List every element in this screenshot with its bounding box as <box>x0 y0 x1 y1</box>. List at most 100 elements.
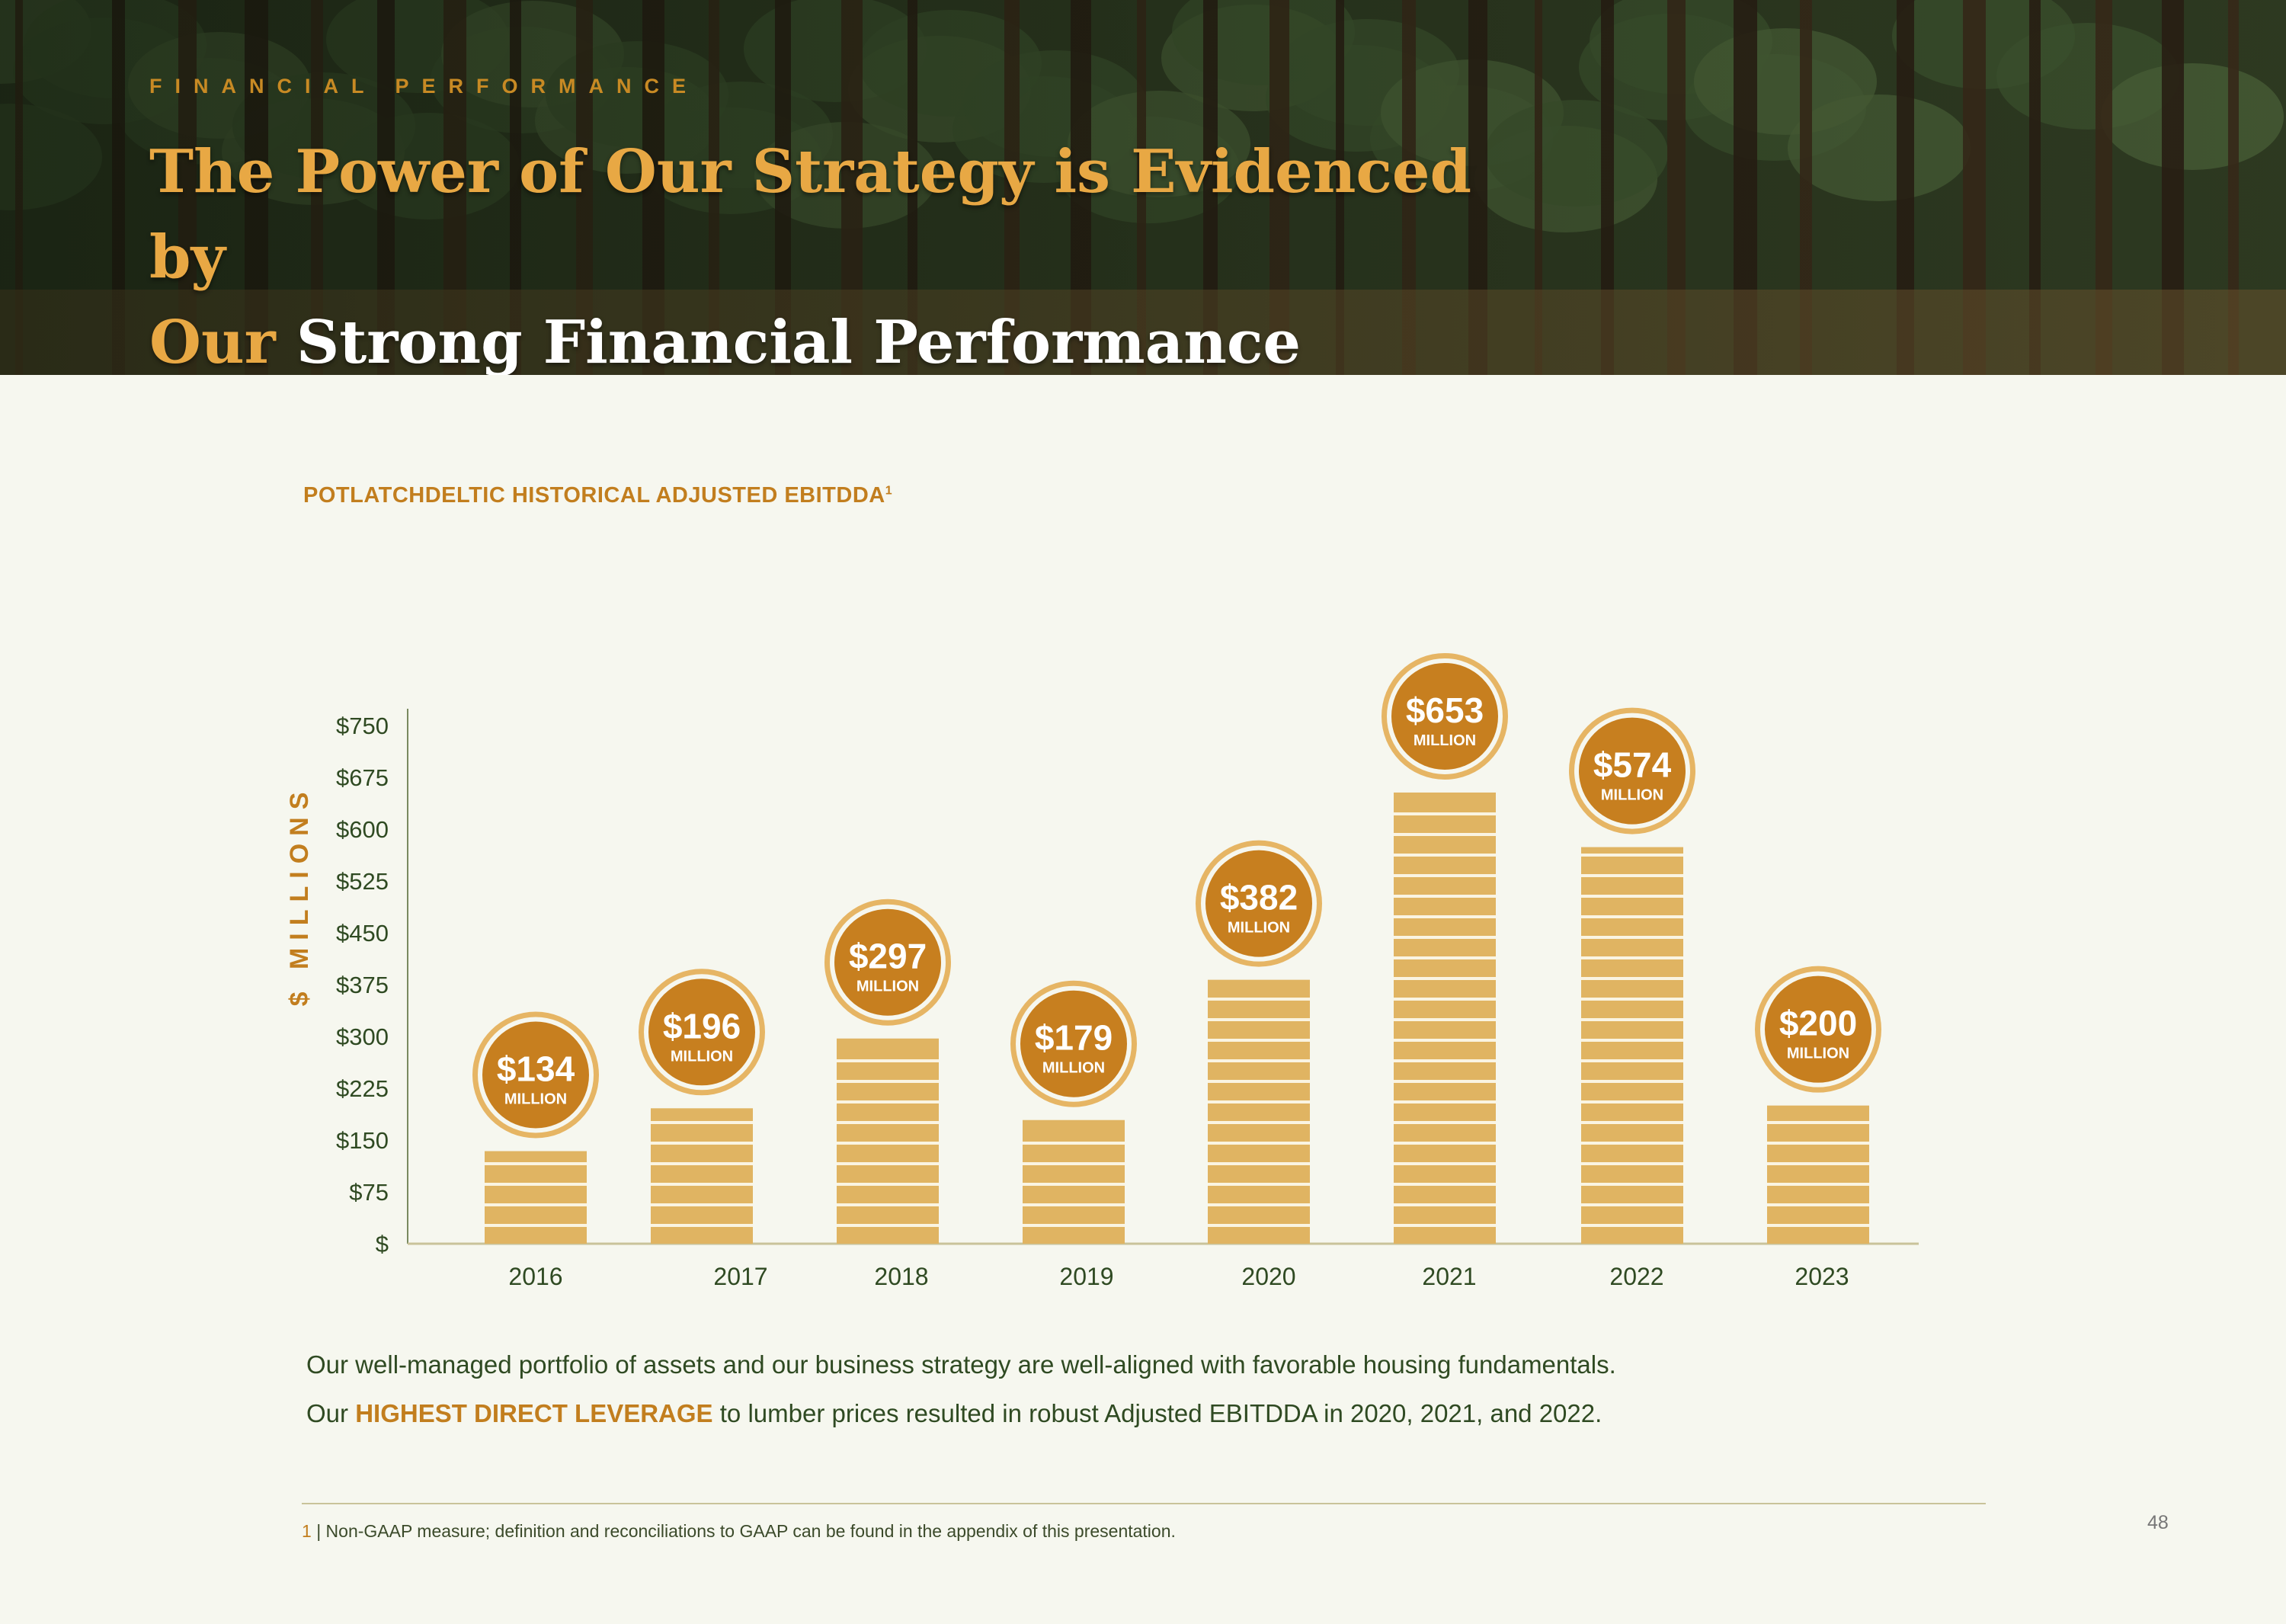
bar-stripe <box>837 1203 939 1206</box>
bar-stripe <box>1394 1100 1496 1103</box>
y-tick-label: $525 <box>336 868 389 895</box>
x-tick-label: 2020 <box>1241 1263 1295 1290</box>
data-label-unit: MILLION <box>504 1091 567 1108</box>
bar <box>1394 792 1496 1244</box>
bar-stripe <box>1208 998 1310 1001</box>
data-label: $653 <box>1406 690 1484 730</box>
bar-stripe <box>837 1162 939 1165</box>
x-tick-label: 2018 <box>874 1263 928 1290</box>
bar-stripe <box>1394 998 1496 1001</box>
bar-stripe <box>1394 915 1496 918</box>
bar-stripe <box>1581 936 1683 939</box>
footnote-number: 1 <box>302 1521 312 1541</box>
bar-stripe <box>1394 956 1496 959</box>
bar-stripe <box>837 1080 939 1083</box>
body-line-2-prefix: Our <box>306 1399 349 1427</box>
bar-stripe <box>1208 1059 1310 1062</box>
data-label: $297 <box>849 937 927 976</box>
bar-stripe <box>1394 1018 1496 1021</box>
bar-stripe <box>1767 1224 1869 1227</box>
bar-stripe <box>485 1162 587 1165</box>
bar-stripe <box>1208 1080 1310 1083</box>
bar-stripe <box>651 1121 753 1124</box>
bar-stripe <box>651 1224 753 1227</box>
chart-title-footnote-mark: 1 <box>885 484 893 498</box>
x-tick-label: 2021 <box>1422 1263 1476 1290</box>
bar-stripe <box>1394 812 1496 815</box>
bar-stripe <box>837 1100 939 1103</box>
bar-stripe <box>1581 1121 1683 1124</box>
bar-stripe <box>1208 1121 1310 1124</box>
bar-stripe <box>1394 833 1496 836</box>
bar-stripe <box>1394 936 1496 939</box>
bar <box>485 1151 587 1244</box>
bar-stripe <box>1581 1080 1683 1083</box>
page-number: 48 <box>2147 1512 2169 1533</box>
y-tick-label: $600 <box>336 816 389 843</box>
bar-stripe <box>1394 854 1496 857</box>
bar-stripe <box>651 1162 753 1165</box>
bar-stripe <box>651 1183 753 1186</box>
bar-stripe <box>1208 1142 1310 1145</box>
bar-2017: $196 MILLION <box>639 969 765 1244</box>
y-tick-label: $150 <box>336 1127 389 1154</box>
bar-stripe <box>1581 1183 1683 1186</box>
bar-2019: $179 MILLION <box>1010 980 1137 1244</box>
body-line-2-suffix: to lumber prices resulted in robust Adju… <box>719 1399 1602 1427</box>
bar-2018: $297 MILLION <box>824 898 951 1244</box>
data-label-unit: MILLION <box>856 979 919 995</box>
value-badge <box>1765 975 1871 1083</box>
x-tick-label: 2016 <box>508 1263 562 1290</box>
y-tick-label: $675 <box>336 764 389 791</box>
bar-stripe <box>1581 1018 1683 1021</box>
bar-stripe <box>1023 1142 1125 1145</box>
bar-stripe <box>1581 915 1683 918</box>
title-line-1: The Power of Our Strategy is Evidenced b… <box>149 137 1472 292</box>
bar-2020: $382 MILLION <box>1196 840 1322 1244</box>
bar-stripe <box>1767 1183 1869 1186</box>
bar-stripe <box>1023 1162 1125 1165</box>
bar <box>1581 847 1683 1244</box>
bar-stripe <box>1023 1203 1125 1206</box>
bar-stripe <box>1581 854 1683 857</box>
footnote-text: | Non-GAAP measure; definition and recon… <box>316 1521 1176 1541</box>
data-label-unit: MILLION <box>1414 732 1476 749</box>
x-tick-label: 2023 <box>1795 1263 1849 1290</box>
x-tick-label: 2017 <box>713 1263 767 1290</box>
bar-stripe <box>1581 895 1683 898</box>
bar-stripe <box>1208 1224 1310 1227</box>
bar-stripe <box>1394 1162 1496 1165</box>
bar-stripe <box>1581 1039 1683 1042</box>
bar <box>651 1108 753 1244</box>
bar-stripe <box>1767 1121 1869 1124</box>
y-tick-label: $ <box>376 1231 389 1257</box>
data-label-unit: MILLION <box>671 1048 733 1065</box>
bar-stripe <box>1581 956 1683 959</box>
data-label: $134 <box>497 1049 575 1089</box>
bar-stripe <box>485 1203 587 1206</box>
bar-stripe <box>837 1059 939 1062</box>
bar-stripe <box>1394 874 1496 877</box>
bar <box>1767 1105 1869 1244</box>
banner-shade <box>0 0 2286 375</box>
bar-stripe <box>1208 1100 1310 1103</box>
bar-2023: $200 MILLION <box>1755 966 1881 1244</box>
bar-stripe <box>1208 1183 1310 1186</box>
data-label: $196 <box>663 1006 741 1046</box>
y-tick-label: $750 <box>336 713 389 739</box>
y-tick-label: $375 <box>336 972 389 998</box>
section-label: FINANCIAL PERFORMANCE <box>149 75 699 98</box>
forest-banner: FINANCIAL PERFORMANCE The Power of Our S… <box>0 0 2286 375</box>
data-label: $179 <box>1035 1018 1113 1058</box>
bar-stripe <box>1581 1059 1683 1062</box>
chart-title: POTLATCHDELTIC HISTORICAL ADJUSTED EBITD… <box>303 483 892 508</box>
ebitdda-bar-chart: $ $75 $150 $225 $300 $375 $450 $525 $600 $675 $750… <box>285 652 1919 1290</box>
footer-divider <box>302 1503 1986 1504</box>
bar-stripe <box>837 1183 939 1186</box>
bar-stripe <box>1394 1203 1496 1206</box>
data-label: $200 <box>1779 1004 1857 1043</box>
bar <box>1023 1120 1125 1244</box>
bar-stripe <box>837 1142 939 1145</box>
bar-stripe <box>1394 895 1496 898</box>
bar-stripe <box>1023 1183 1125 1186</box>
